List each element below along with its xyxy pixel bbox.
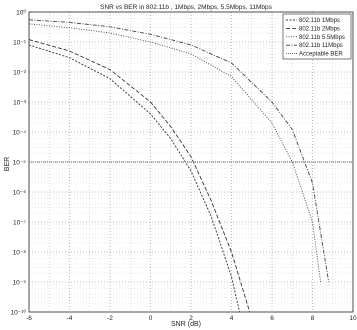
x-tick-label: -4: [67, 315, 73, 322]
tick-layer: -6 -4 -2 0 2 4 6 8 10 10⁰ 10⁻¹ 10⁻² 10⁻³ 10⁻⁴ 10⁻⁵ 10⁻⁶…: [11, 9, 357, 323]
x-tick-label: 10: [349, 315, 357, 322]
legend-entry: Acceptable BER: [299, 52, 343, 58]
y-tick-label: 10⁻⁵: [13, 160, 27, 167]
y-tick-label: 10⁻¹: [13, 40, 27, 47]
x-axis-label: SNR (dB): [171, 321, 201, 328]
y-tick-label: 10⁻²: [13, 70, 27, 77]
y-tick-label: 10⁻¹⁰: [11, 309, 27, 317]
y-tick-label: 10⁻⁷: [13, 220, 27, 227]
y-tick-label: 10⁻⁶: [13, 190, 27, 197]
y-tick-label: 10⁻⁸: [13, 250, 27, 257]
series-layer: [28, 19, 353, 313]
series-line-4: [28, 19, 330, 283]
x-tick-label: 0: [149, 315, 153, 322]
x-tick-label: -2: [107, 315, 113, 322]
legend-entry: 802.11b 5.5Mbps: [299, 35, 345, 41]
chart-title: SNR vs BER in 802.11b , 1Mbps, 2Mbps, 5.…: [100, 4, 272, 11]
x-tick-label: 4: [230, 315, 234, 322]
legend-entry: 802.11b 2Mbps: [299, 26, 340, 32]
plot-frame: [28, 11, 354, 313]
x-tick-label: 6: [270, 315, 274, 322]
y-axis-label: BER: [4, 157, 11, 171]
series-line-1: [28, 44, 241, 313]
y-tick-label: 10⁰: [16, 9, 26, 17]
x-tick-label: 2: [189, 315, 193, 322]
x-tick-label: 8: [311, 315, 315, 322]
x-tick-label: -6: [26, 315, 32, 322]
y-tick-label: 10⁻³: [13, 100, 27, 107]
legend-entry: 802.11b 11Mbps: [299, 43, 343, 49]
legend: 802.11b 1Mbps 802.11b 2Mbps 802.11b 5.5Mbp…: [282, 13, 352, 60]
series-line-3: [28, 23, 322, 283]
legend-entry: 802.11b 1Mbps: [299, 18, 340, 24]
y-tick-label: 10⁻⁹: [13, 280, 27, 287]
series-line-2: [28, 39, 251, 313]
y-tick-label: 10⁻⁴: [13, 130, 27, 137]
